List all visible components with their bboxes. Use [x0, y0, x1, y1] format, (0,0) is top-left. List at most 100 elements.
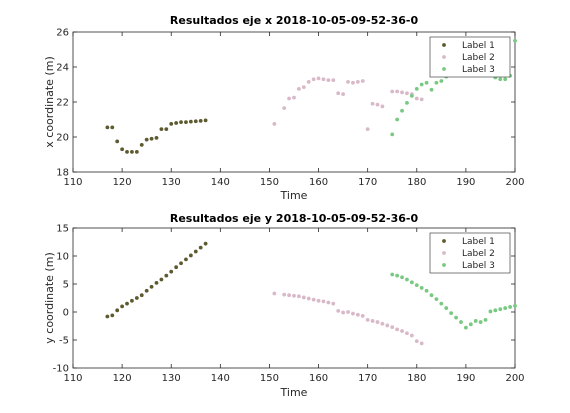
data-point-series-1	[169, 121, 174, 126]
data-point-series-2	[405, 331, 409, 336]
data-point-series-1	[144, 288, 149, 293]
data-point-series-3	[434, 297, 439, 302]
data-point-series-3	[390, 272, 395, 277]
data-point-series-3	[429, 293, 434, 298]
data-point-series-1	[198, 119, 203, 123]
data-point-series-2	[336, 91, 341, 96]
data-point-series-1	[130, 298, 134, 303]
data-point-series-3	[419, 82, 424, 87]
data-point-series-1	[134, 149, 139, 154]
data-point-series-2	[380, 321, 385, 326]
axis-ticks: 110 120 130 140 150 160 170 180 190 200 18 20 22 24 26	[56, 28, 524, 189]
data-point-series-3	[400, 108, 404, 113]
y-axis-label: x coordinate (m)	[43, 56, 56, 147]
data-point-series-2	[297, 86, 301, 91]
data-point-series-1	[174, 265, 179, 270]
data-point-series-2	[375, 102, 380, 107]
data-point-series-1	[154, 280, 159, 285]
data-point-series-3	[414, 283, 419, 288]
data-point-series-1	[154, 135, 159, 140]
data-point-series-1	[149, 284, 154, 289]
data-point-series-2	[282, 292, 287, 297]
data-point-series-3	[434, 80, 439, 85]
legend-marker	[442, 43, 446, 47]
data-point-series-1	[198, 245, 203, 250]
data-point-series-2	[326, 78, 331, 83]
y-tick-label: 20	[56, 133, 69, 144]
x-tick-label: 190	[456, 373, 475, 384]
chart-x-coordinate: Resultados eje x 2018-10-05-09-52-36-0 1…	[43, 14, 525, 202]
data-point-series-3	[439, 79, 444, 83]
x-tick-label: 200	[505, 373, 524, 384]
data-point-series-2	[341, 92, 346, 97]
data-point-series-2	[272, 121, 277, 126]
y-tick-label: 5	[63, 280, 69, 291]
data-point-series-2	[336, 308, 341, 313]
data-point-series-3	[463, 325, 468, 330]
y-tick-label: 24	[56, 63, 69, 74]
legend-label: Label 3	[462, 65, 495, 75]
legend-label: Label 1	[462, 41, 495, 51]
data-point-series-3	[405, 277, 409, 282]
data-point-series-2	[301, 295, 306, 300]
legend-label: Label 2	[462, 249, 495, 259]
data-point-series-1	[164, 127, 169, 132]
data-point-series-2	[292, 95, 296, 100]
legend-label: Label 1	[462, 237, 495, 247]
chart-title: Resultados eje x 2018-10-05-09-52-36-0	[170, 14, 419, 27]
data-point-series-1	[105, 314, 110, 319]
x-axis-label: Time	[280, 189, 308, 202]
data-point-series-1	[139, 142, 144, 147]
x-tick-label: 200	[505, 177, 524, 188]
x-tick-label: 110	[63, 177, 82, 188]
data-point-series-3	[400, 275, 404, 280]
x-tick-label: 140	[211, 373, 230, 384]
data-point-series-2	[316, 76, 321, 81]
data-point-series-2	[321, 77, 326, 82]
data-point-series-3	[409, 93, 414, 98]
x-tick-label: 150	[260, 373, 279, 384]
data-point-series-3	[414, 86, 419, 91]
legend-marker	[442, 263, 446, 267]
y-tick-label: 15	[56, 224, 69, 235]
data-point-series-2	[301, 85, 306, 90]
data-point-series-1	[188, 253, 193, 258]
chart-title: Resultados eje y 2018-10-05-09-52-36-0	[170, 212, 419, 225]
x-tick-label: 140	[211, 177, 230, 188]
x-tick-label: 190	[456, 177, 475, 188]
data-point-series-2	[375, 320, 380, 324]
data-point-series-2	[346, 79, 350, 84]
y-tick-label: -5	[59, 336, 69, 347]
legend: Label 1 Label 2 Label 3	[429, 36, 511, 78]
data-point-series-2	[282, 106, 287, 111]
data-point-series-2	[355, 79, 360, 84]
data-point-series-2	[414, 96, 419, 101]
data-point-series-2	[326, 300, 331, 305]
data-point-series-3	[429, 87, 434, 92]
data-point-series-1	[188, 119, 193, 124]
data-point-series-2	[351, 80, 355, 85]
legend-label: Label 2	[462, 53, 495, 63]
data-point-series-2	[390, 89, 395, 94]
data-point-series-2	[331, 78, 336, 83]
data-point-series-2	[297, 294, 301, 299]
data-point-series-1	[184, 257, 188, 262]
data-point-series-3	[488, 309, 493, 314]
data-point-series-1	[144, 137, 149, 142]
data-points	[105, 241, 517, 346]
legend-marker	[442, 239, 446, 243]
y-tick-label: 18	[56, 168, 69, 179]
data-point-series-1	[179, 261, 183, 266]
legend-marker	[442, 55, 446, 59]
data-point-series-3	[473, 319, 478, 323]
data-point-series-1	[139, 293, 144, 298]
data-point-series-3	[478, 320, 483, 324]
data-point-series-2	[360, 314, 365, 318]
y-tick-label: 0	[63, 308, 69, 319]
x-tick-label: 130	[162, 373, 181, 384]
data-point-series-2	[311, 77, 316, 82]
data-point-series-3	[483, 317, 488, 322]
data-point-series-1	[159, 277, 164, 282]
legend-marker	[442, 67, 446, 71]
